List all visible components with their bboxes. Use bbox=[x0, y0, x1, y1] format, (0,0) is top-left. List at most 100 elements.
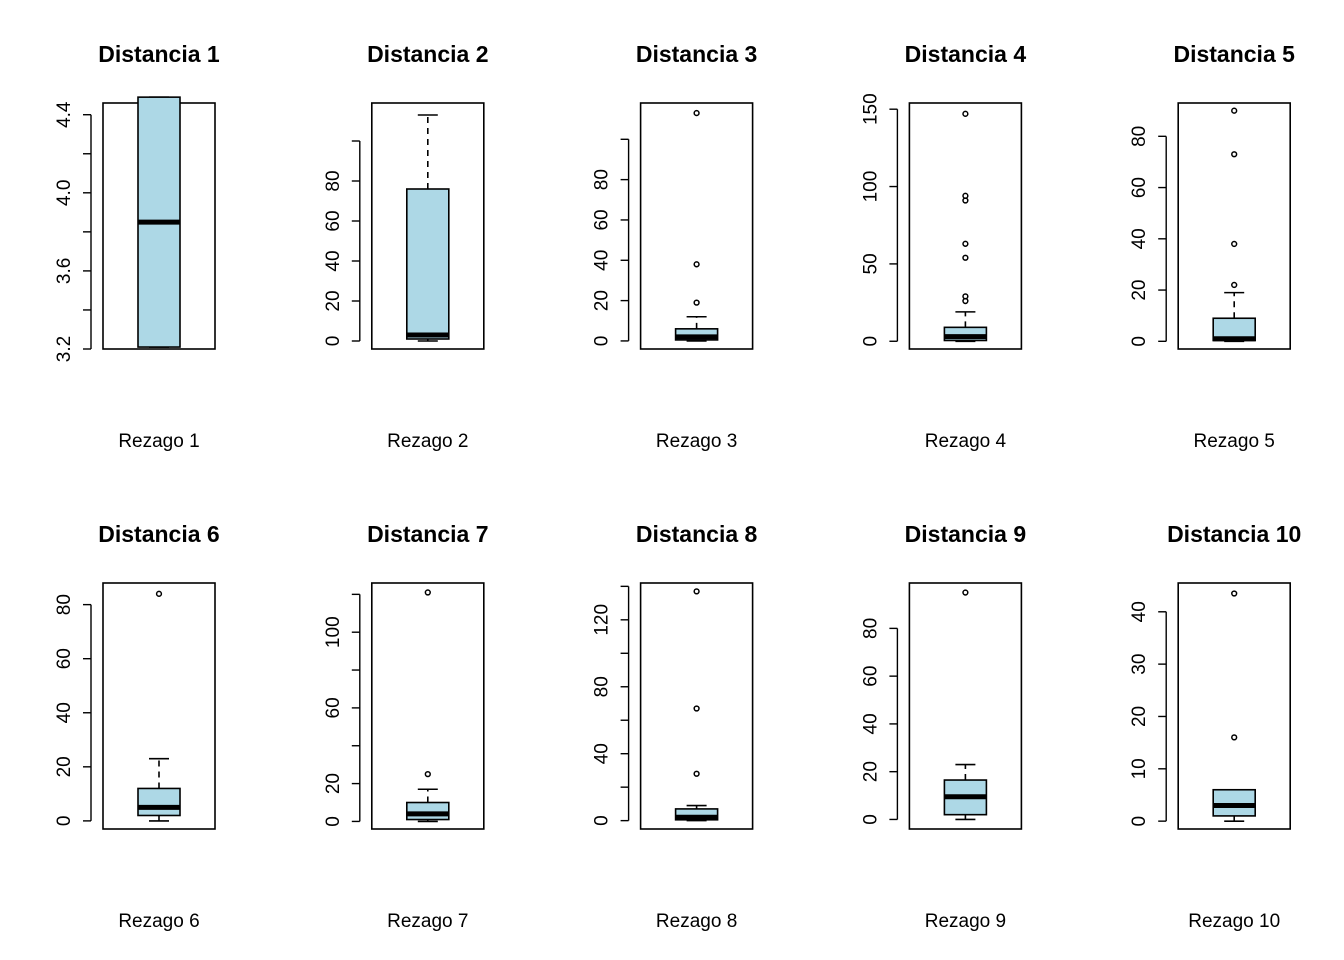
y-tick-label: 60 bbox=[860, 666, 881, 687]
panel-title: Distancia 8 bbox=[636, 521, 758, 547]
plot-frame bbox=[639, 582, 754, 830]
y-tick-label: 80 bbox=[323, 170, 344, 191]
y-tick-label: 60 bbox=[323, 697, 344, 718]
outlier-point bbox=[1231, 734, 1238, 741]
y-tick-label: 40 bbox=[592, 250, 613, 271]
plot-frame bbox=[908, 102, 1023, 350]
iqr-box bbox=[1212, 788, 1256, 817]
y-tick-label: 0 bbox=[860, 814, 881, 825]
outlier-point bbox=[424, 589, 431, 596]
iqr-box bbox=[405, 188, 450, 340]
plot-frame bbox=[102, 582, 216, 830]
plot-frame bbox=[1177, 582, 1291, 830]
y-tick-label: 120 bbox=[592, 604, 613, 636]
y-tick-label: 60 bbox=[592, 209, 613, 230]
y-tick-label: 60 bbox=[54, 648, 75, 669]
outlier-point bbox=[1231, 281, 1238, 289]
iqr-box bbox=[674, 808, 719, 821]
outlier-point bbox=[962, 589, 969, 596]
outlier-point bbox=[693, 705, 700, 712]
y-tick-label: 0 bbox=[1129, 816, 1150, 827]
y-tick-label: 0 bbox=[592, 336, 613, 347]
y-tick-label: 80 bbox=[1129, 126, 1150, 147]
y-tick-label: 40 bbox=[1129, 228, 1150, 249]
y-tick-label: 0 bbox=[323, 336, 344, 347]
panel-title: Distancia 4 bbox=[905, 41, 1027, 67]
y-tick-label: 3.2 bbox=[54, 336, 75, 362]
outlier-point bbox=[424, 770, 431, 778]
y-tick-label: 30 bbox=[1129, 654, 1150, 675]
plot-frame bbox=[908, 582, 1023, 830]
y-tick-label: 40 bbox=[54, 702, 75, 723]
y-tick-label: 80 bbox=[54, 594, 75, 615]
panel-title: Distancia 5 bbox=[1173, 41, 1295, 67]
y-tick-label: 0 bbox=[592, 815, 613, 826]
y-tick-label: 100 bbox=[323, 616, 344, 648]
y-tick-label: 40 bbox=[323, 250, 344, 271]
y-tick-label: 60 bbox=[1129, 177, 1150, 198]
y-tick-label: 10 bbox=[1129, 758, 1150, 779]
panel-title: Distancia 6 bbox=[98, 521, 219, 547]
x-axis-label: Rezago 10 bbox=[1188, 911, 1280, 932]
iqr-box bbox=[137, 787, 181, 817]
x-axis-label: Rezago 7 bbox=[387, 911, 468, 932]
y-tick-label: 20 bbox=[1129, 706, 1150, 727]
panel-8: Distancia 8 Rezago 8 0 40 80 120 bbox=[592, 521, 758, 932]
outlier-point bbox=[962, 240, 969, 247]
plot-frame bbox=[370, 582, 485, 830]
x-axis-label: Rezago 8 bbox=[656, 911, 737, 932]
y-tick-label: 80 bbox=[592, 676, 613, 697]
x-axis-label: Rezago 6 bbox=[118, 911, 199, 932]
panel-1: Distancia 1 Rezago 1 3.2 3.6 4.0 4.4 bbox=[54, 41, 220, 452]
panel-10: Distancia 10 Rezago 10 0 10 20 30 40 bbox=[1129, 521, 1301, 932]
y-tick-label: 20 bbox=[592, 290, 613, 311]
y-tick-label: 20 bbox=[860, 761, 881, 782]
y-tick-label: 0 bbox=[1129, 336, 1150, 347]
outlier-point bbox=[962, 110, 969, 117]
outlier-point bbox=[693, 299, 700, 306]
panel-7: Distancia 7 Rezago 7 0 20 60 100 bbox=[323, 521, 489, 932]
outlier-point bbox=[155, 590, 163, 597]
panel-9: Distancia 9 Rezago 9 0 20 40 60 80 bbox=[860, 521, 1026, 932]
panel-title: Distancia 9 bbox=[905, 521, 1026, 547]
y-tick-label: 60 bbox=[323, 210, 344, 231]
y-tick-label: 20 bbox=[54, 756, 75, 777]
x-axis-label: Rezago 2 bbox=[387, 431, 468, 452]
x-axis-label: Rezago 5 bbox=[1194, 431, 1275, 452]
y-tick-label: 20 bbox=[323, 290, 344, 311]
outlier-point bbox=[1231, 590, 1238, 597]
plot-frame bbox=[1177, 102, 1291, 350]
x-axis-label: Rezago 4 bbox=[925, 431, 1007, 452]
y-tick-label: 0 bbox=[860, 336, 881, 347]
outlier-point bbox=[1231, 151, 1238, 158]
outlier-point bbox=[693, 261, 700, 268]
outlier-point bbox=[1231, 240, 1238, 248]
y-tick-label: 40 bbox=[860, 713, 881, 734]
y-tick-label: 80 bbox=[592, 169, 613, 190]
y-tick-label: 150 bbox=[860, 93, 881, 125]
outlier-point bbox=[962, 192, 969, 199]
x-axis-label: Rezago 3 bbox=[656, 431, 737, 452]
y-tick-label: 0 bbox=[323, 816, 344, 827]
panel-3: Distancia 3 Rezago 3 0 20 40 60 80 bbox=[592, 41, 758, 452]
iqr-box bbox=[405, 801, 450, 821]
x-axis-label: Rezago 1 bbox=[118, 431, 199, 452]
panel-6: Distancia 6 Rezago 6 0 20 40 60 80 bbox=[54, 521, 220, 932]
outlier-point bbox=[693, 588, 700, 595]
y-tick-label: 3.6 bbox=[54, 258, 75, 284]
outlier-point bbox=[693, 770, 700, 777]
panel-title: Distancia 10 bbox=[1167, 521, 1301, 547]
outlier-point bbox=[962, 254, 969, 261]
y-tick-label: 100 bbox=[860, 171, 881, 203]
y-tick-label: 4.0 bbox=[54, 180, 75, 206]
x-axis-label: Rezago 9 bbox=[925, 911, 1006, 932]
iqr-box bbox=[674, 328, 719, 341]
y-tick-label: 50 bbox=[860, 253, 881, 274]
y-tick-label: 80 bbox=[860, 618, 881, 639]
outlier-point bbox=[1231, 107, 1238, 114]
panel-title: Distancia 7 bbox=[367, 521, 488, 547]
y-tick-label: 20 bbox=[323, 773, 344, 794]
plot-frame bbox=[639, 102, 754, 350]
panel-title: Distancia 1 bbox=[98, 41, 220, 67]
